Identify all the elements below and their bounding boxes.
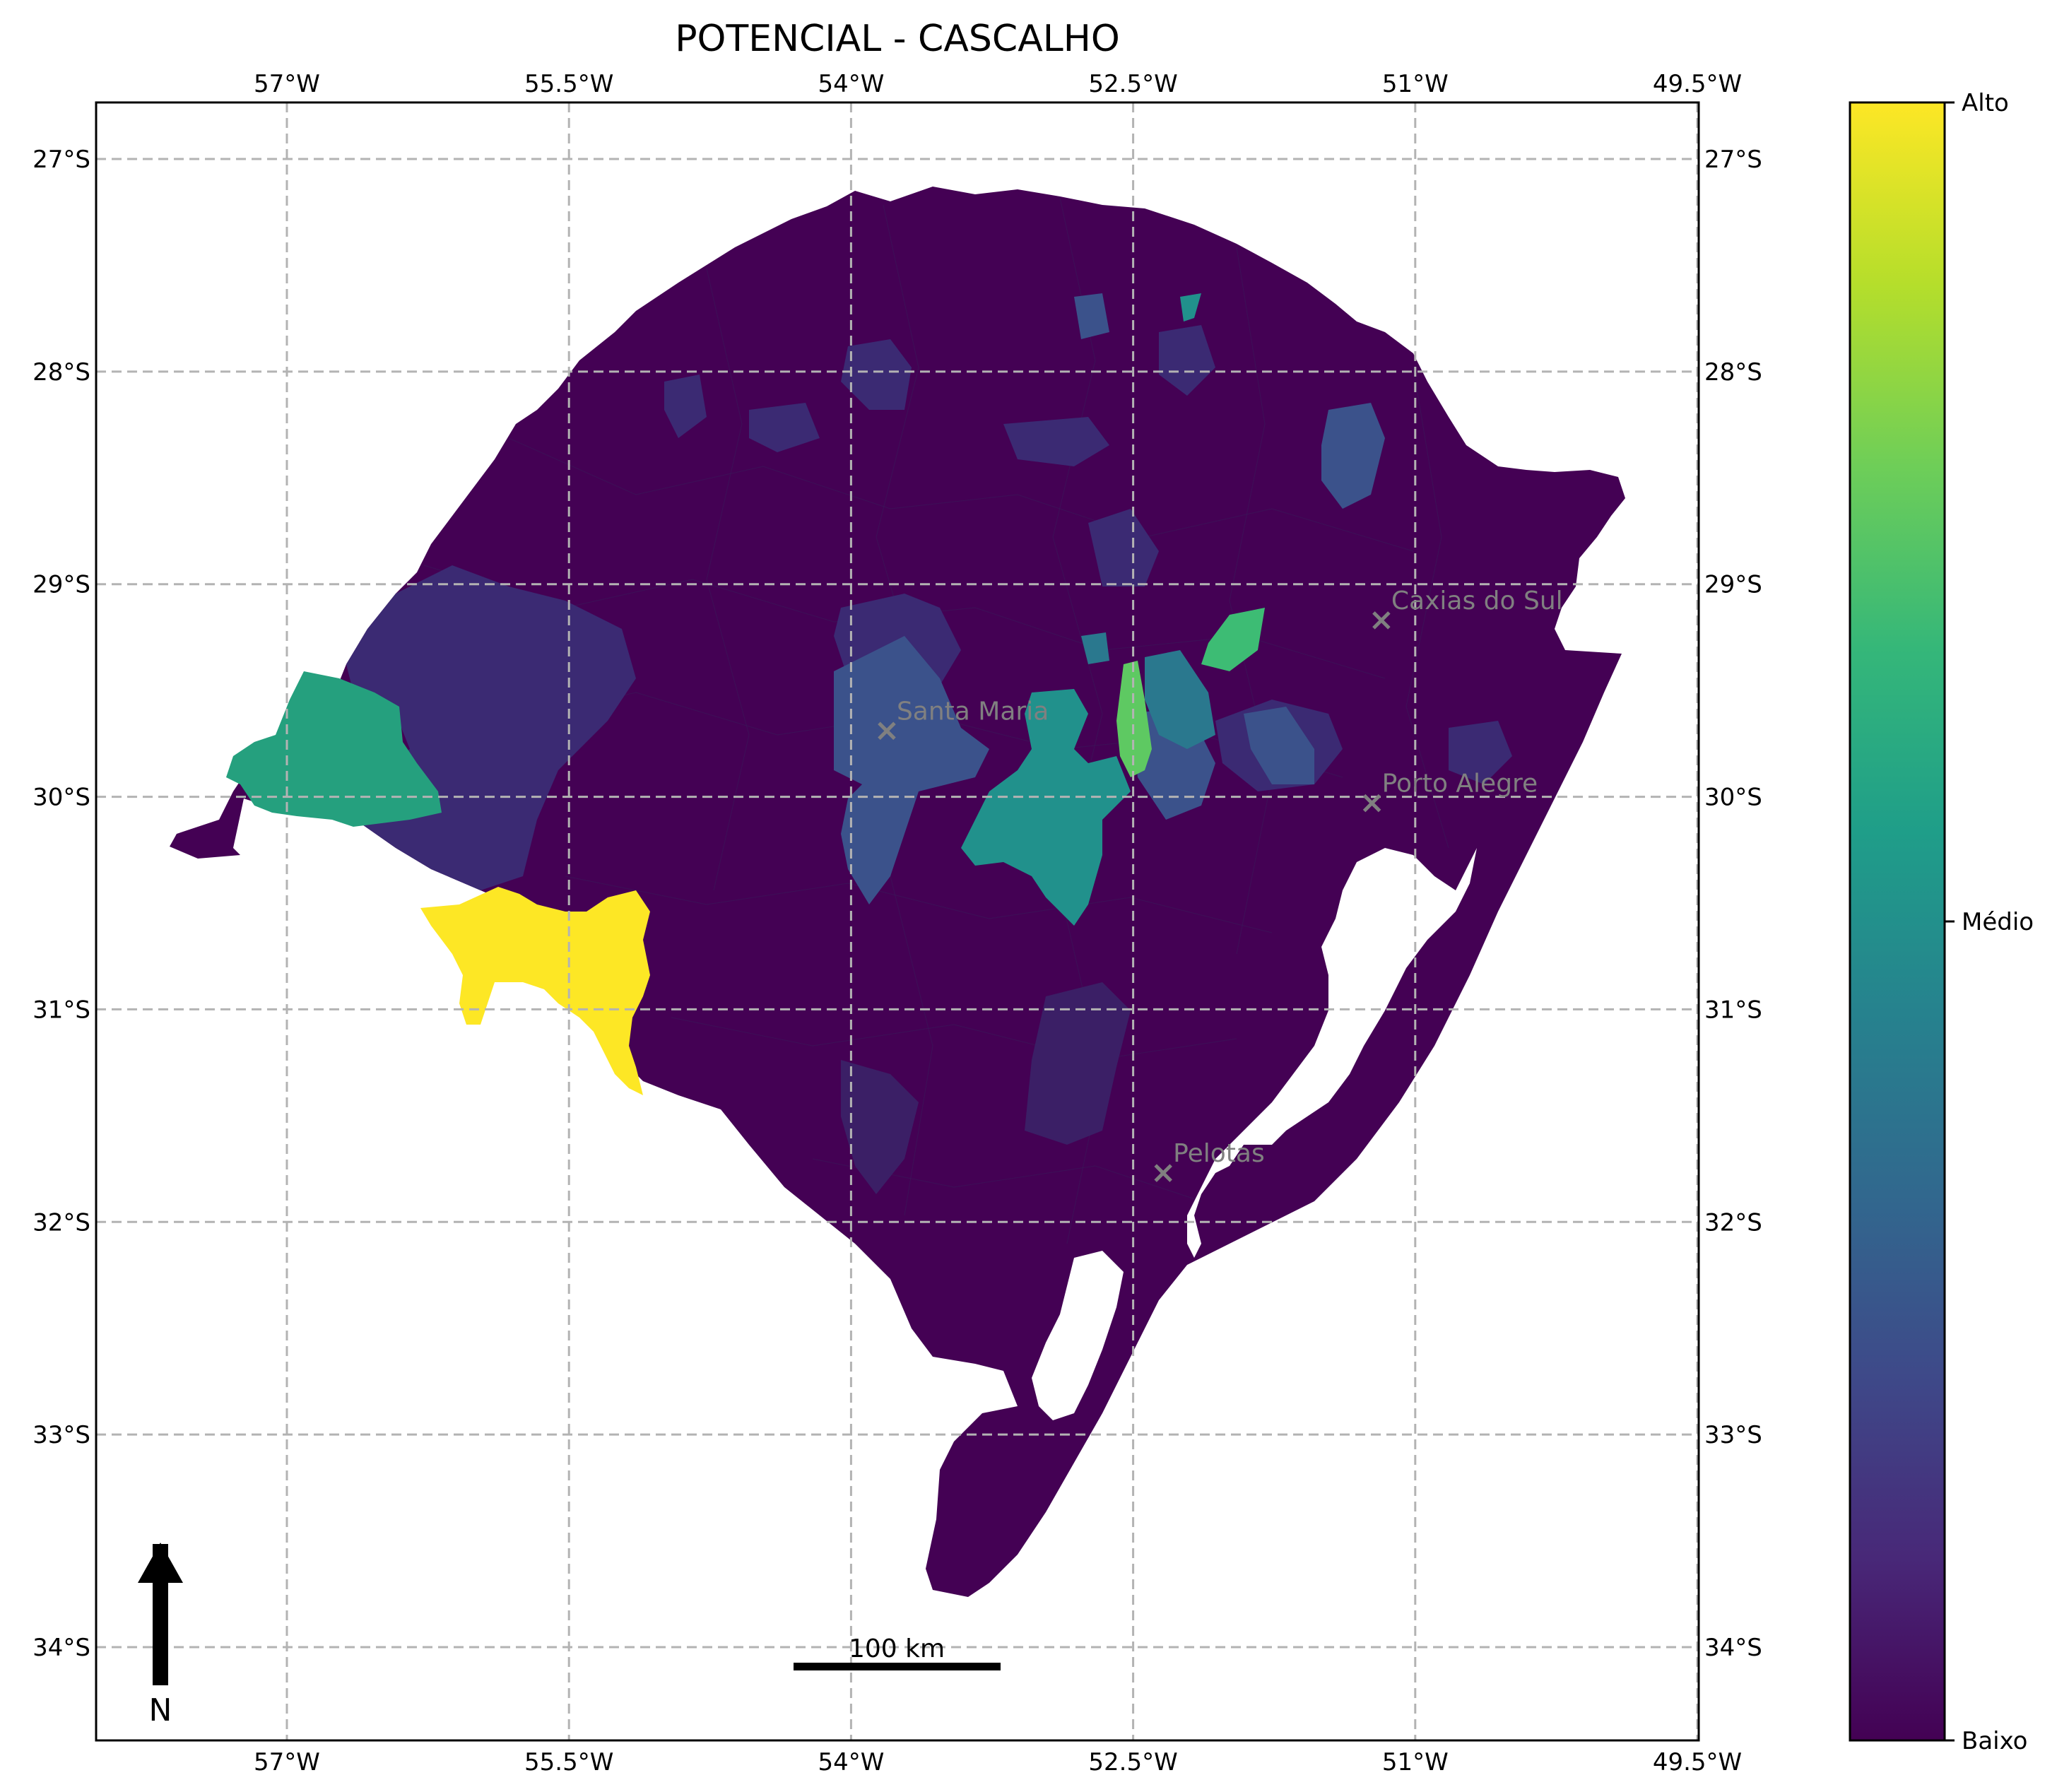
region-north-teal xyxy=(1180,293,1201,322)
region-southwest-yellow xyxy=(420,887,650,1095)
region-north-low-2 xyxy=(749,403,820,452)
mid-high-potential-regions xyxy=(226,671,442,827)
colorbar-label: Médio xyxy=(1962,908,2034,936)
north-arrow-icon: N xyxy=(138,1543,183,1728)
scale-bar: 100 km xyxy=(794,1634,1001,1670)
colorbar-label: Baixo xyxy=(1962,1727,2027,1755)
region-north-low-4 xyxy=(1088,509,1159,586)
lat-label-left: 27°S xyxy=(33,146,90,174)
lon-label-top: 54°W xyxy=(818,70,884,98)
map-gridlines xyxy=(96,102,1699,1740)
lon-label-top: 57°W xyxy=(254,70,320,98)
high-potential-regions xyxy=(1116,608,1265,777)
lon-label-bottom: 49.5°W xyxy=(1653,1748,1742,1776)
city-marker: Caxias do Sul xyxy=(1372,586,1563,630)
region-east-blue xyxy=(1244,707,1314,784)
mid-potential-regions xyxy=(961,293,1215,926)
region-east-teal xyxy=(1145,650,1215,749)
lon-label-top: 52.5°W xyxy=(1088,70,1177,98)
region-center-teal xyxy=(961,689,1131,926)
lat-label-left: 34°S xyxy=(33,1634,90,1662)
lon-label-bottom: 51°W xyxy=(1382,1748,1449,1776)
region-south-low xyxy=(1025,982,1131,1145)
region-east-low-2 xyxy=(1449,721,1512,784)
lat-label-left: 33°S xyxy=(33,1421,90,1449)
lat-label-left: 29°S xyxy=(33,571,90,599)
city-marker: Santa Maria xyxy=(878,697,1049,741)
colorbar-gradient xyxy=(1849,101,1946,1742)
lon-label-bottom: 52.5°W xyxy=(1088,1748,1177,1776)
lagoa-dos-patos xyxy=(1187,848,1477,1258)
colorbar: Alto Médio Baixo xyxy=(1849,89,2034,1755)
lat-label-left: 30°S xyxy=(33,784,90,812)
region-west-green xyxy=(226,671,442,827)
city-x-icon xyxy=(1154,1164,1172,1182)
city-x-icon xyxy=(878,721,896,741)
lon-label-bottom: 57°W xyxy=(254,1748,320,1776)
region-north-low-3 xyxy=(1003,417,1109,466)
choropleth-map xyxy=(170,187,1625,1597)
map-frame xyxy=(95,101,1700,1742)
lat-label-right: 31°S xyxy=(1704,996,1762,1024)
lon-label-bottom: 55.5°W xyxy=(524,1748,613,1776)
lat-label-right: 34°S xyxy=(1704,1634,1762,1662)
scale-bar-label: 100 km xyxy=(849,1634,945,1663)
water-bodies xyxy=(1032,848,1477,1420)
coordinate-labels: 57°W 57°W 55.5°W 55.5°W 54°W 54°W 52.5°W 52.5°W… xyxy=(33,70,1762,1776)
region-center-teal-2 xyxy=(1081,632,1109,664)
city-label: Caxias do Sul xyxy=(1391,586,1563,615)
lat-label-right: 28°S xyxy=(1704,358,1762,387)
lat-label-right: 29°S xyxy=(1704,571,1762,599)
region-north-blue xyxy=(1074,293,1109,339)
city-x-icon xyxy=(1372,611,1391,630)
lat-label-left: 31°S xyxy=(33,996,90,1024)
city-label: Pelotas xyxy=(1173,1139,1265,1168)
lat-label-right: 33°S xyxy=(1704,1421,1762,1449)
lon-label-bottom: 54°W xyxy=(818,1748,884,1776)
region-center-green xyxy=(1116,661,1152,777)
region-north-low-1 xyxy=(841,339,912,410)
city-marker: Porto Alegre xyxy=(1362,770,1538,813)
region-northeast-low xyxy=(1159,325,1215,396)
region-northeast-green xyxy=(1201,608,1265,671)
lat-label-left: 28°S xyxy=(33,358,90,387)
city-markers: Caxias do Sul Santa Maria Porto Alegre Pelo… xyxy=(878,586,1563,1182)
map-title: POTENCIAL - CASCALHO xyxy=(675,18,1120,60)
state-outline xyxy=(170,187,1625,1597)
north-arrow-label: N xyxy=(149,1692,172,1728)
lon-label-top: 55.5°W xyxy=(524,70,613,98)
lon-label-top: 51°W xyxy=(1382,70,1449,98)
city-label: Porto Alegre xyxy=(1382,770,1538,798)
lat-label-right: 27°S xyxy=(1704,146,1762,174)
region-northeast-blue xyxy=(1321,403,1385,509)
colorbar-labels: Alto Médio Baixo xyxy=(1945,89,2034,1755)
colorbar-label: Alto xyxy=(1962,89,2009,117)
lat-label-right: 32°S xyxy=(1704,1208,1762,1237)
lat-label-right: 30°S xyxy=(1704,784,1762,812)
lat-label-left: 32°S xyxy=(33,1208,90,1237)
region-northwest-low xyxy=(664,375,707,438)
city-x-icon xyxy=(1362,794,1381,813)
lagoa-mirim xyxy=(1032,1251,1124,1420)
city-marker: Pelotas xyxy=(1154,1139,1265,1182)
region-southwest-low xyxy=(841,1060,919,1194)
lon-label-top: 49.5°W xyxy=(1653,70,1742,98)
region-santa-maria xyxy=(834,636,989,904)
city-label: Santa Maria xyxy=(897,697,1049,726)
